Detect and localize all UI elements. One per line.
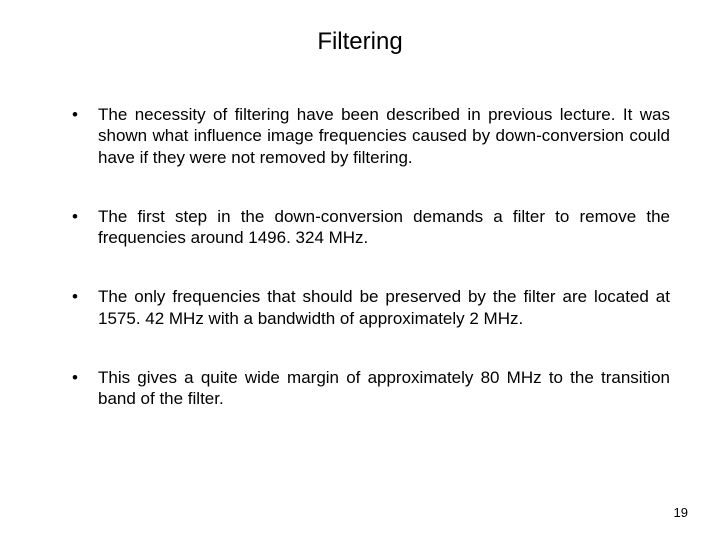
bullet-item: The only frequencies that should be pres… bbox=[72, 286, 670, 329]
slide-title: Filtering bbox=[50, 28, 670, 56]
bullet-item: The necessity of filtering have been des… bbox=[72, 104, 670, 168]
bullet-item: The first step in the down-conversion de… bbox=[72, 206, 670, 249]
bullet-item: This gives a quite wide margin of approx… bbox=[72, 367, 670, 410]
slide: Filtering The necessity of filtering hav… bbox=[0, 0, 720, 540]
bullet-list: The necessity of filtering have been des… bbox=[50, 104, 670, 409]
page-number: 19 bbox=[674, 505, 688, 520]
